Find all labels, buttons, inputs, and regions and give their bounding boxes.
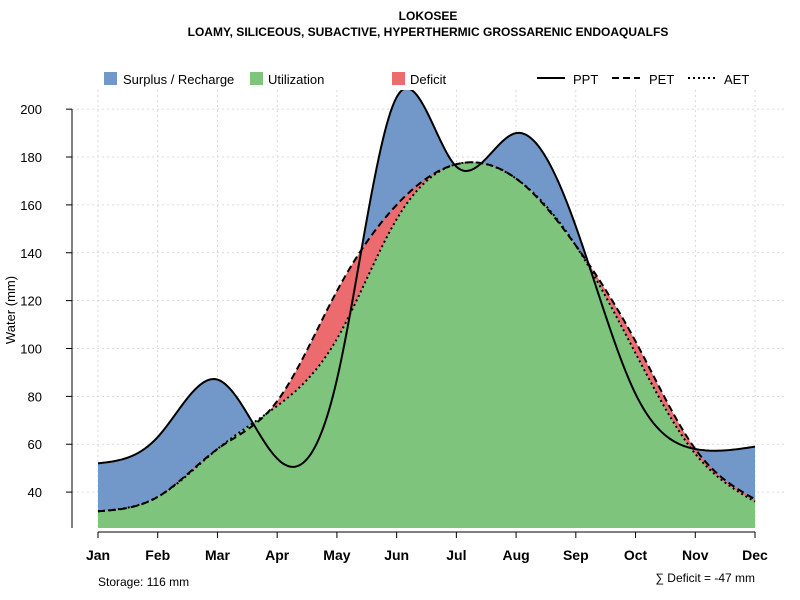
x-tick-label-oct: Oct (624, 547, 648, 563)
legend-label-surplus: Surplus / Recharge (123, 72, 234, 87)
y-tick-label: 140 (20, 246, 42, 261)
x-tick-label-dec: Dec (742, 547, 768, 563)
legend-swatch-deficit (392, 72, 405, 85)
y-tick-label: 40 (28, 485, 42, 500)
x-tick-label-sep: Sep (563, 547, 589, 563)
x-tick-label-jan: Jan (86, 547, 110, 563)
chart-title: LOKOSEE (399, 9, 458, 23)
x-tick-label-aug: Aug (502, 547, 529, 563)
x-tick-label-mar: Mar (205, 547, 230, 563)
legend-label-deficit: Deficit (410, 72, 447, 87)
y-tick-label: 80 (28, 389, 42, 404)
legend-swatch-utilization (250, 72, 263, 85)
legend-label-utilization: Utilization (268, 72, 324, 87)
y-tick-label: 160 (20, 198, 42, 213)
x-tick-label-jun: Jun (384, 547, 409, 563)
utilization-area (98, 162, 755, 528)
storage-label: Storage: 116 mm (98, 575, 189, 589)
legend-label-ppt: PPT (573, 72, 598, 87)
surplus-recharge-area (98, 90, 755, 512)
y-tick-label: 200 (20, 102, 42, 117)
y-tick-label: 60 (28, 437, 42, 452)
y-tick-label: 180 (20, 150, 42, 165)
deficit-total-label: ∑ Deficit = -47 mm (655, 571, 755, 585)
x-tick-label-apr: Apr (265, 547, 290, 563)
legend: Surplus / Recharge Utilization Deficit P… (104, 72, 749, 87)
legend-label-pet: PET (649, 72, 674, 87)
x-tick-label-feb: Feb (145, 547, 170, 563)
legend-label-aet: AET (724, 72, 749, 87)
axes: 40 60 80 100 120 140 160 180 200 Jan Feb Mar Apr May J… (20, 102, 768, 563)
legend-swatch-surplus (104, 72, 117, 85)
series-lines (97, 90, 756, 513)
y-axis-title: Water (mm) (3, 276, 18, 344)
fill-areas (98, 90, 755, 528)
x-tick-label-jul: Jul (446, 547, 466, 563)
y-tick-label: 120 (20, 294, 42, 309)
chart-subtitle: LOAMY, SILICEOUS, SUBACTIVE, HYPERTHERMI… (188, 25, 669, 39)
x-tick-label-may: May (323, 547, 350, 563)
series-line-aet (97, 161, 756, 513)
x-tick-label-nov: Nov (682, 547, 709, 563)
y-tick-label: 100 (20, 341, 42, 356)
series-line-ppt (97, 90, 756, 468)
